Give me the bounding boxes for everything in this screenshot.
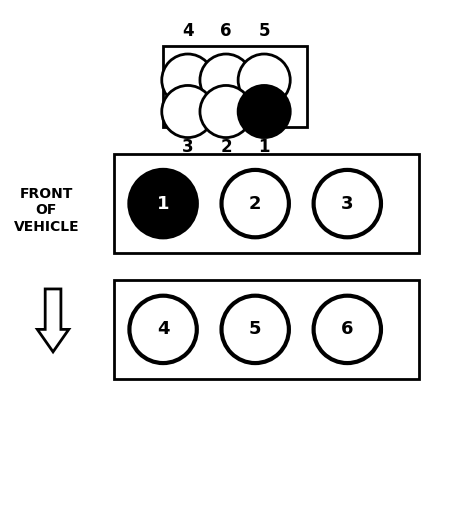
FancyBboxPatch shape [114, 154, 418, 253]
FancyBboxPatch shape [163, 46, 306, 127]
Text: 2: 2 [220, 138, 231, 157]
Text: 4: 4 [156, 320, 169, 339]
Circle shape [313, 296, 380, 363]
Text: 4: 4 [182, 21, 193, 40]
Circle shape [238, 54, 290, 106]
Text: 5: 5 [249, 320, 261, 339]
Circle shape [199, 54, 252, 106]
Circle shape [129, 170, 196, 237]
Text: 2: 2 [249, 194, 261, 213]
Polygon shape [37, 289, 69, 352]
FancyBboxPatch shape [114, 280, 418, 379]
Circle shape [161, 54, 213, 106]
Text: FRONT
OF
VEHICLE: FRONT OF VEHICLE [14, 187, 79, 234]
Circle shape [221, 296, 288, 363]
Text: 1: 1 [258, 138, 269, 157]
Circle shape [129, 296, 196, 363]
Text: 3: 3 [341, 194, 353, 213]
Text: 6: 6 [341, 320, 353, 339]
Text: 1: 1 [156, 194, 169, 213]
Text: 5: 5 [258, 21, 269, 40]
Circle shape [238, 85, 290, 138]
Circle shape [221, 170, 288, 237]
Text: 3: 3 [182, 138, 193, 157]
Circle shape [313, 170, 380, 237]
Circle shape [161, 85, 213, 138]
Text: 6: 6 [220, 21, 231, 40]
Circle shape [199, 85, 252, 138]
